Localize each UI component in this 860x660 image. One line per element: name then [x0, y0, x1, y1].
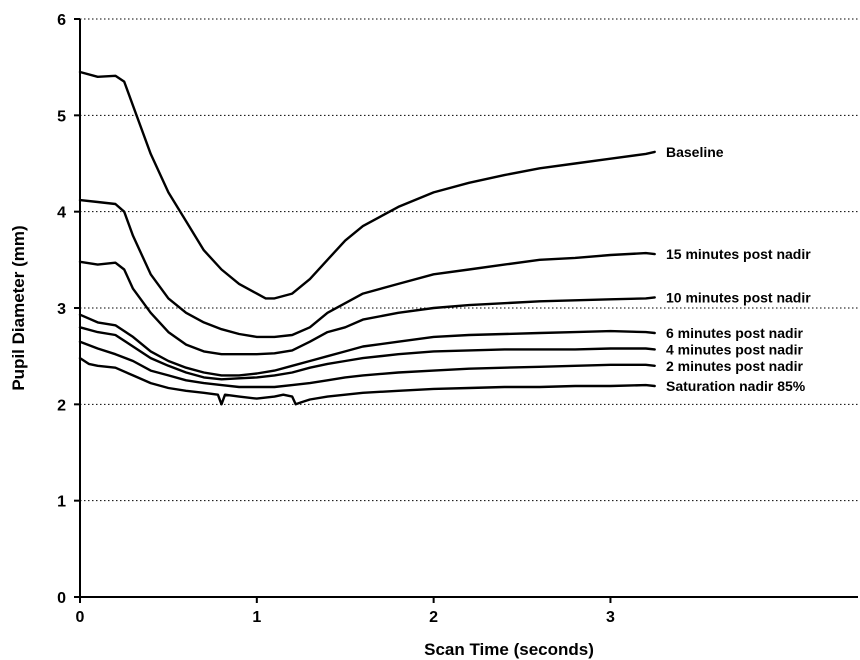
- y-tick-label-1: 1: [57, 494, 66, 511]
- series-label-3: 10 minutes post nadir: [666, 289, 811, 305]
- series-line-5: [78, 326, 656, 381]
- series-label-1: Baseline: [666, 144, 724, 160]
- y-tick-label-6: 6: [57, 12, 66, 29]
- x-tick-label-2: 2: [429, 609, 438, 626]
- series-line-7: [78, 356, 656, 406]
- series-line-6: [78, 340, 656, 389]
- series-line-4: [78, 313, 656, 377]
- x-tick-label-1: 1: [252, 609, 261, 626]
- y-tick-label-4: 4: [57, 205, 66, 222]
- series-lines: [78, 70, 656, 406]
- series-label-2: 15 minutes post nadir: [666, 246, 811, 262]
- series-line-1: [78, 70, 656, 300]
- series-line-3: [78, 260, 656, 356]
- y-tick-label-2: 2: [57, 397, 66, 414]
- series-labels: Baseline 15 minutes post nadir 10 minutes …: [666, 144, 811, 394]
- y-ticks: 0 1 2 3 4 5 6: [57, 12, 80, 607]
- y-axis-title: Pupil Diameter (mm): [9, 225, 28, 390]
- x-axis-title: Scan Time (seconds): [424, 640, 594, 659]
- series-label-6: 2 minutes post nadir: [666, 358, 803, 374]
- y-tick-label-5: 5: [57, 108, 66, 125]
- series-label-4: 6 minutes post nadir: [666, 325, 803, 341]
- x-tick-label-0: 0: [76, 609, 85, 626]
- y-tick-label-3: 3: [57, 301, 66, 318]
- y-tick-label-0: 0: [57, 590, 66, 607]
- series-label-5: 4 minutes post nadir: [666, 341, 803, 357]
- series-line-2: [78, 198, 656, 339]
- series-label-7: Saturation nadir 85%: [666, 378, 806, 394]
- x-ticks: 0 1 2 3: [76, 597, 615, 626]
- x-tick-label-3: 3: [606, 609, 615, 626]
- gridlines: [80, 18, 858, 502]
